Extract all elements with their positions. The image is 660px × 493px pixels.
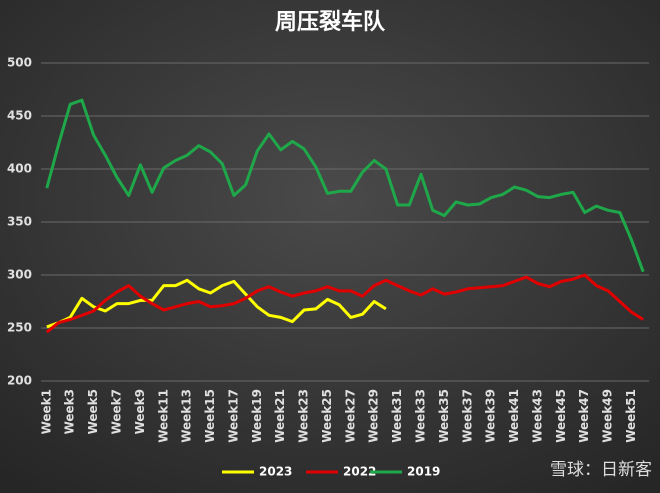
x-tick-label: Week45 <box>554 389 568 443</box>
x-tick-label: Week3 <box>63 389 77 434</box>
x-tick-label: Week7 <box>110 389 124 434</box>
x-tick-label: Week37 <box>460 389 474 443</box>
x-tick-label: Week27 <box>343 389 357 443</box>
x-tick-label: Week23 <box>297 389 311 443</box>
x-tick-label: Week51 <box>624 389 638 443</box>
x-tick-label: Week19 <box>250 389 264 443</box>
legend-label: 2023 <box>259 465 292 479</box>
x-tick-label: Week29 <box>367 389 381 443</box>
x-tick-label: Week25 <box>320 389 334 443</box>
x-tick-label: Week5 <box>86 389 100 434</box>
x-tick-label: Week21 <box>273 389 287 443</box>
series-line <box>45 273 645 334</box>
x-tick-label: Week33 <box>414 389 428 443</box>
x-tick-label: Week41 <box>507 389 521 443</box>
y-tick-label: 400 <box>7 162 32 176</box>
chart-title: 周压裂车队 <box>275 9 386 35</box>
x-tick-label: Week15 <box>203 389 217 443</box>
y-tick-label: 350 <box>7 215 32 229</box>
x-tick-label: Week17 <box>226 389 240 443</box>
y-tick-label: 300 <box>7 268 32 282</box>
y-tick-label: 450 <box>7 109 32 123</box>
series-line <box>46 278 387 329</box>
x-tick-label: Week35 <box>437 389 451 443</box>
x-tick-label: Week39 <box>484 389 498 443</box>
y-tick-label: 200 <box>7 374 32 388</box>
x-tick-label: Week47 <box>577 389 591 443</box>
y-tick-label: 500 <box>7 56 32 70</box>
x-tick-label: Week1 <box>39 389 53 434</box>
x-tick-label: Week49 <box>601 389 615 443</box>
x-tick-label: Week31 <box>390 389 404 443</box>
x-tick-label: Week9 <box>133 389 147 434</box>
watermark: 雪球：日新客 <box>550 460 652 480</box>
series-line <box>45 98 645 273</box>
x-tick-label: Week43 <box>530 389 544 443</box>
legend-label: 2022 <box>343 465 376 479</box>
y-tick-label: 250 <box>7 321 32 335</box>
legend-label: 2019 <box>407 465 440 479</box>
x-tick-label: Week11 <box>156 389 170 443</box>
x-tick-label: Week13 <box>180 389 194 443</box>
